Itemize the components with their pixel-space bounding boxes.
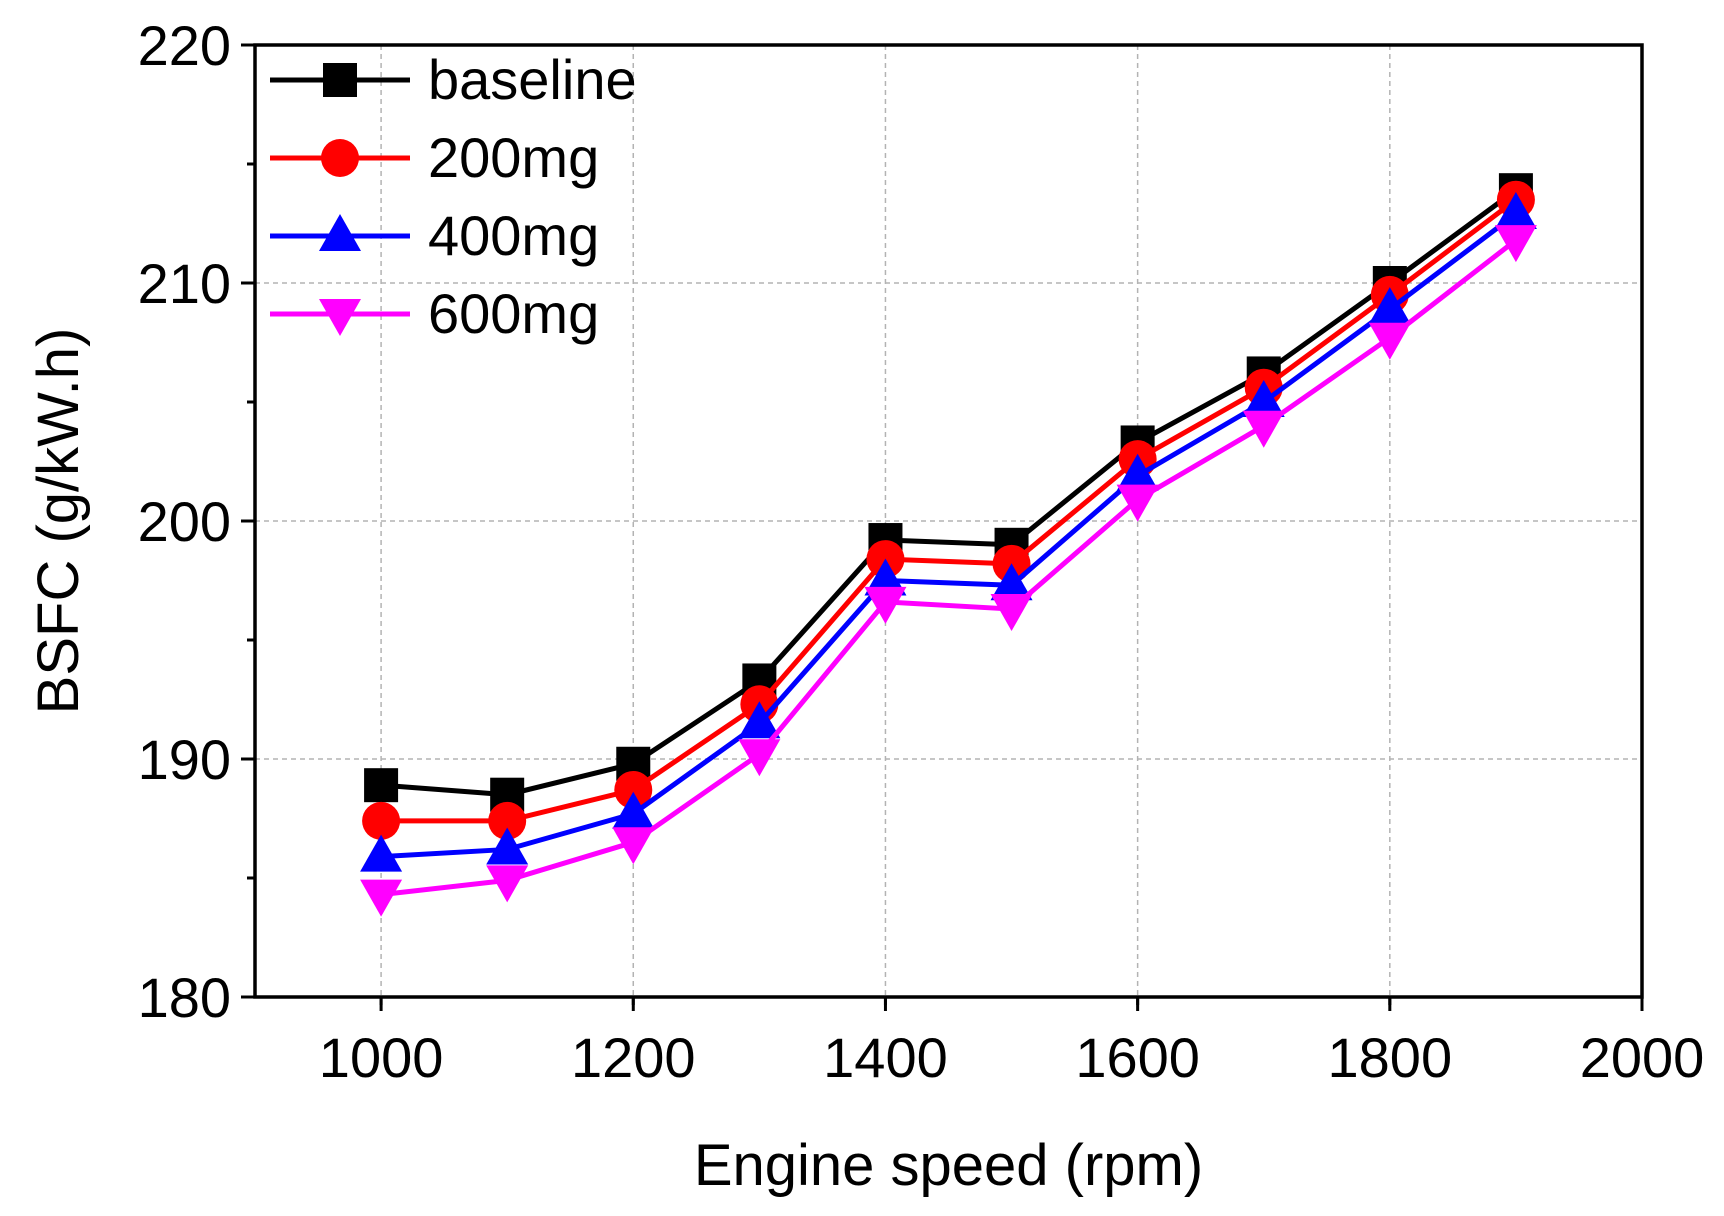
data-point-600mg: [1242, 410, 1285, 448]
data-point-400mg: [1494, 191, 1537, 229]
series-lines: [360, 173, 1537, 917]
y-tick-label: 190: [138, 728, 231, 791]
series-line-400mg: [380, 211, 1518, 860]
data-point-600mg: [1494, 225, 1537, 263]
data-point-400mg: [1368, 287, 1411, 325]
data-point-400mg: [864, 558, 907, 596]
legend-label: 200mg: [428, 126, 599, 189]
data-point-400mg: [1116, 453, 1159, 491]
data-point-600mg: [360, 879, 403, 917]
data-point-600mg: [738, 739, 781, 777]
x-tick-label: 1400: [823, 1026, 948, 1089]
series-line-baseline: [380, 188, 1518, 798]
series-line-600mg: [380, 238, 1518, 898]
data-point-400mg: [1242, 380, 1285, 417]
y-tick-label: 200: [138, 490, 231, 553]
series-line-200mg: [381, 197, 1518, 824]
data-point-200mg: [488, 801, 527, 840]
data-point-baseline: [364, 768, 399, 803]
axes: 1000 1200 1400 1600 1800 2000 180 190 200 210 220: [138, 14, 1705, 1089]
data-point-200mg: [362, 801, 401, 840]
legend-label: 400mg: [428, 204, 599, 267]
series-400mg: [360, 191, 1537, 872]
legend: baseline 200mg 400mg 600mg: [270, 48, 637, 345]
x-tick-label: 1000: [319, 1026, 444, 1089]
x-tick-label: 1600: [1075, 1026, 1200, 1089]
data-point-600mg: [486, 865, 529, 903]
data-point-600mg: [864, 586, 907, 624]
legend-marker: [319, 214, 361, 251]
data-point-600mg: [1116, 484, 1159, 522]
data-point-600mg: [990, 594, 1033, 632]
data-point-200mg: [614, 770, 653, 809]
y-tick-label: 220: [138, 14, 231, 77]
y-tick-label: 210: [138, 252, 231, 315]
legend-label: baseline: [428, 48, 637, 111]
legend-item-600mg: 600mg: [270, 282, 599, 345]
data-point-600mg: [1368, 322, 1411, 360]
legend-marker: [319, 299, 361, 336]
y-tick-label: 180: [138, 966, 231, 1029]
x-tick-label: 1800: [1328, 1026, 1453, 1089]
series-200mg: [362, 180, 1535, 840]
legend-item-200mg: 200mg: [270, 126, 599, 189]
legend-item-baseline: baseline: [270, 48, 637, 111]
series-600mg: [360, 225, 1537, 917]
x-tick-label: 1200: [571, 1026, 696, 1089]
x-axis-title: Engine speed (rpm): [694, 1133, 1203, 1198]
data-point-600mg: [612, 827, 655, 865]
data-point-400mg: [486, 827, 529, 865]
data-point-400mg: [990, 563, 1033, 601]
legend-label: 600mg: [428, 282, 599, 345]
legend-item-400mg: 400mg: [270, 204, 599, 267]
legend-marker: [321, 139, 359, 177]
series-baseline: [364, 173, 1533, 812]
data-point-400mg: [360, 834, 403, 872]
y-axis-title: BSFC (g/kW.h): [26, 328, 91, 715]
legend-marker: [323, 63, 357, 97]
data-point-400mg: [738, 701, 781, 739]
x-tick-label: 2000: [1580, 1026, 1705, 1089]
data-point-400mg: [612, 791, 655, 829]
